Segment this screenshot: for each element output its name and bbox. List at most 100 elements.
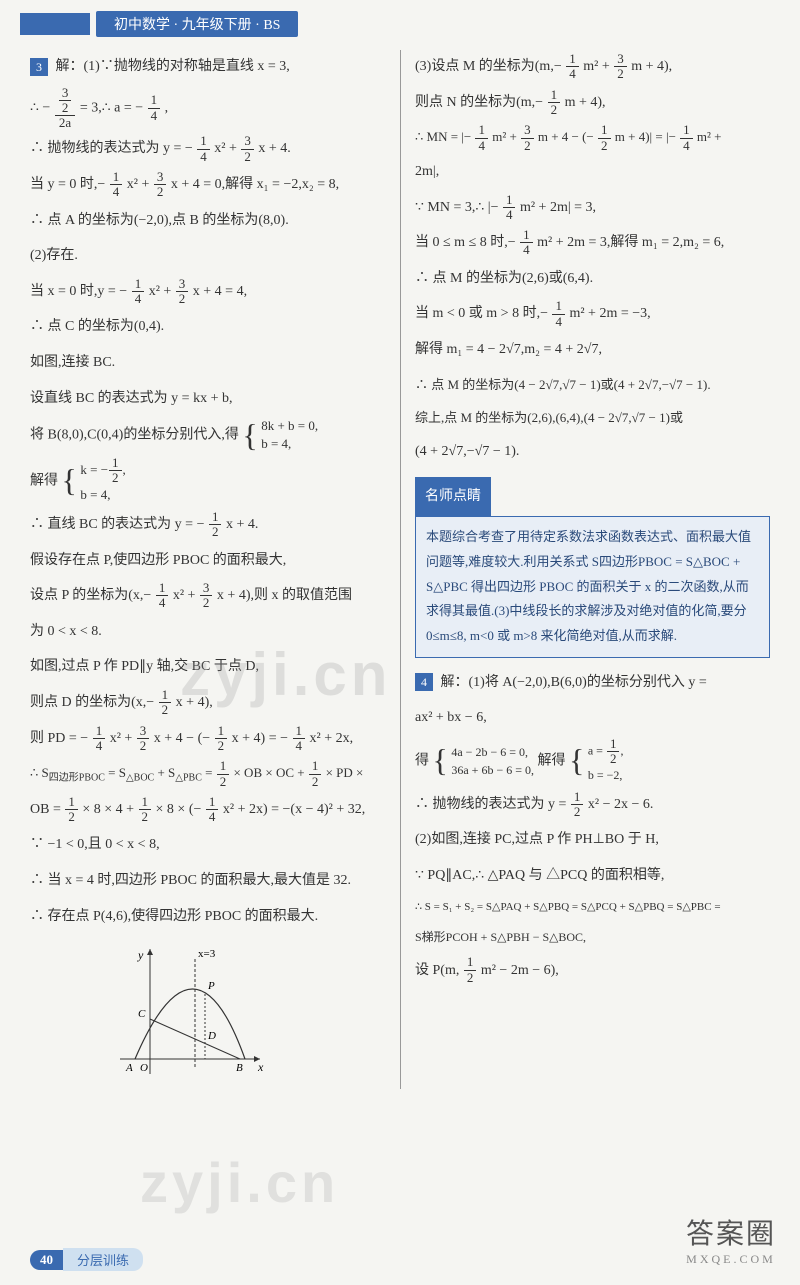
r12: (4 + 2√7,−√7 − 1). [415, 435, 770, 469]
frac: 14 [110, 170, 123, 200]
text: 将 B(8,0),C(0,4)的坐标分别代入,得 [30, 428, 239, 443]
text: m² − 2m − 6), [481, 963, 559, 978]
r05: ∵ MN = 3,∴ |− 14 m² + 2m| = 3, [415, 191, 770, 225]
text: , [165, 100, 169, 115]
frac: 12 [209, 510, 222, 540]
svg-text:x: x [257, 1060, 264, 1074]
sub: △PBC [175, 773, 202, 784]
text: + S [157, 765, 175, 780]
svg-text:y: y [137, 948, 144, 962]
frac: 14 [206, 795, 219, 825]
frac: 32 [521, 123, 534, 153]
eq: 36a + 6b − 6 = 0, [451, 763, 534, 777]
text: x² + 2x, [310, 731, 354, 746]
l24: ∴ 存在点 P(4,6),使得四边形 PBOC 的面积最大. [30, 900, 386, 934]
text: m + 4), [631, 59, 672, 74]
brace-icon: { [242, 423, 257, 449]
text: 解得 [538, 753, 566, 768]
q4-line: 4 解：(1)将 A(−2,0),B(6,0)的坐标分别代入 y = [415, 666, 770, 700]
l03: ∴ 抛物线的表达式为 y = − 14 x² + 32 x + 4. [30, 132, 386, 166]
corner-brand: 答案圈 MXQE.COM [686, 1212, 776, 1267]
text: 则点 D 的坐标为(x,− [30, 695, 154, 710]
text: x + 4 = 0,解得 x₁ = −2,x₂ = 8, [171, 177, 339, 192]
frac: 32 [614, 52, 627, 82]
text: 得 [415, 753, 429, 768]
text: m² + [583, 59, 609, 74]
frac: 14 [293, 724, 306, 754]
page-footer: 40 分层训练 [30, 1248, 143, 1271]
r11: 综上,点 M 的坐标为(2,6),(6,4),(4 − 2√7,√7 − 1)或 [415, 402, 770, 433]
left-column: 3 解：(1)∵抛物线的对称轴是直线 x = 3, ∴ − 32 2a = 3,… [30, 50, 400, 1089]
svg-text:P: P [207, 980, 215, 992]
frac: 14 [566, 52, 579, 82]
eq: 8k + b = 0, [261, 418, 318, 433]
text: x² + [127, 177, 150, 192]
l10: 设直线 BC 的表达式为 y = kx + b, [30, 382, 386, 416]
text: x² + [173, 588, 196, 603]
frac: 14 [197, 134, 210, 164]
eq: 4a − 2b − 6 = 0, [451, 745, 528, 759]
text: × PD × [326, 765, 364, 780]
r04: 2m|, [415, 155, 770, 189]
l19: 则 PD = − 14 x² + 32 x + 4 − (− 12 x + 4)… [30, 722, 386, 756]
q3-badge: 3 [30, 58, 48, 76]
text: m² + [492, 129, 517, 144]
l07: 当 x = 0 时,y = − 14 x² + 32 x + 4 = 4, [30, 275, 386, 309]
text: 设点 P 的坐标为(x,− [30, 588, 151, 603]
frac: 12 [548, 88, 561, 118]
r08: 当 m < 0 或 m > 8 时,− 14 m² + 2m = −3, [415, 297, 770, 331]
q4-badge: 4 [415, 673, 433, 691]
frac: 12 [139, 795, 152, 825]
frac: 12 [159, 688, 172, 718]
frac: 12 [215, 724, 228, 754]
text: 当 y = 0 时,− [30, 177, 105, 192]
text: = [205, 765, 216, 780]
brace-icon: { [62, 468, 77, 494]
text: × OB × OC + [233, 765, 304, 780]
text: x² + 2x) = −(x − 4)² + 32, [223, 802, 365, 817]
text: m² + 2m = −3, [569, 306, 650, 321]
l02: ∴ − 32 2a = 3,∴ a = − 14 , [30, 86, 386, 131]
text: × 8 × (− [156, 802, 202, 817]
frac: 14 [93, 724, 106, 754]
frac: 12 [65, 795, 78, 825]
l16: 为 0 < x < 8. [30, 615, 386, 649]
text: ∴ 抛物线的表达式为 y = − [30, 141, 193, 156]
r03: ∴ MN = |− 14 m² + 32 m + 4 − (− 12 m + 4… [415, 121, 770, 153]
text: ∴ 直线 BC 的表达式为 y = − [30, 517, 204, 532]
text: 解得 [30, 473, 58, 488]
fig-x3: x=3 [198, 948, 216, 960]
parabola-figure: x=3 y x O A B C P D [110, 939, 270, 1089]
frac: 12 [309, 759, 322, 789]
l20: ∴ S四边形PBOC = S△BOC + S△PBC = 12 × OB × O… [30, 757, 386, 791]
r21: ax² + bx − 6, [415, 701, 770, 735]
text: 则点 N 的坐标为(m,− [415, 95, 543, 110]
r26: ∴ S = S₁ + S₂ = S△PAQ + S△PBQ = S△PCQ + … [415, 894, 770, 920]
r09: 解得 m₁ = 4 − 2√7,m₂ = 4 + 2√7, [415, 333, 770, 367]
brace-icon: { [433, 748, 448, 774]
header-title: 初中数学 · 九年级下册 · BS [96, 11, 298, 37]
text: x² + [214, 141, 237, 156]
brand-big: 答案圈 [686, 1212, 776, 1252]
text: 当 m < 0 或 m > 8 时,− [415, 306, 548, 321]
text: ∵ MN = 3,∴ |− [415, 200, 498, 215]
text: x + 4),则 x 的取值范围 [217, 588, 352, 603]
r25: ∵ PQ∥AC,∴ △PAQ 与 △PCQ 的面积相等, [415, 859, 770, 893]
frac: 14 [148, 93, 161, 123]
r27: S梯形PCOH + S△PBH − S△BOC, [415, 923, 770, 952]
text: x² − 2x − 6. [588, 797, 654, 812]
eq: b = 4, [261, 436, 291, 451]
frac: 14 [520, 228, 533, 258]
frac: 32 [154, 170, 167, 200]
l13: ∴ 直线 BC 的表达式为 y = − 12 x + 4. [30, 508, 386, 542]
frac: 12 [464, 955, 477, 985]
frac: 32 [137, 724, 150, 754]
l14: 假设存在点 P,使四边形 PBOC 的面积最大, [30, 544, 386, 578]
l18: 则点 D 的坐标为(x,− 12 x + 4), [30, 686, 386, 720]
text: (3)设点 M 的坐标为(m,− [415, 59, 562, 74]
l05: ∴ 点 A 的坐标为(−2,0),点 B 的坐标为(8,0). [30, 204, 386, 238]
text: = S [108, 765, 126, 780]
text: m + 4 − (− [538, 129, 594, 144]
r02: 则点 N 的坐标为(m,− 12 m + 4), [415, 86, 770, 120]
frac: 14 [503, 193, 516, 223]
